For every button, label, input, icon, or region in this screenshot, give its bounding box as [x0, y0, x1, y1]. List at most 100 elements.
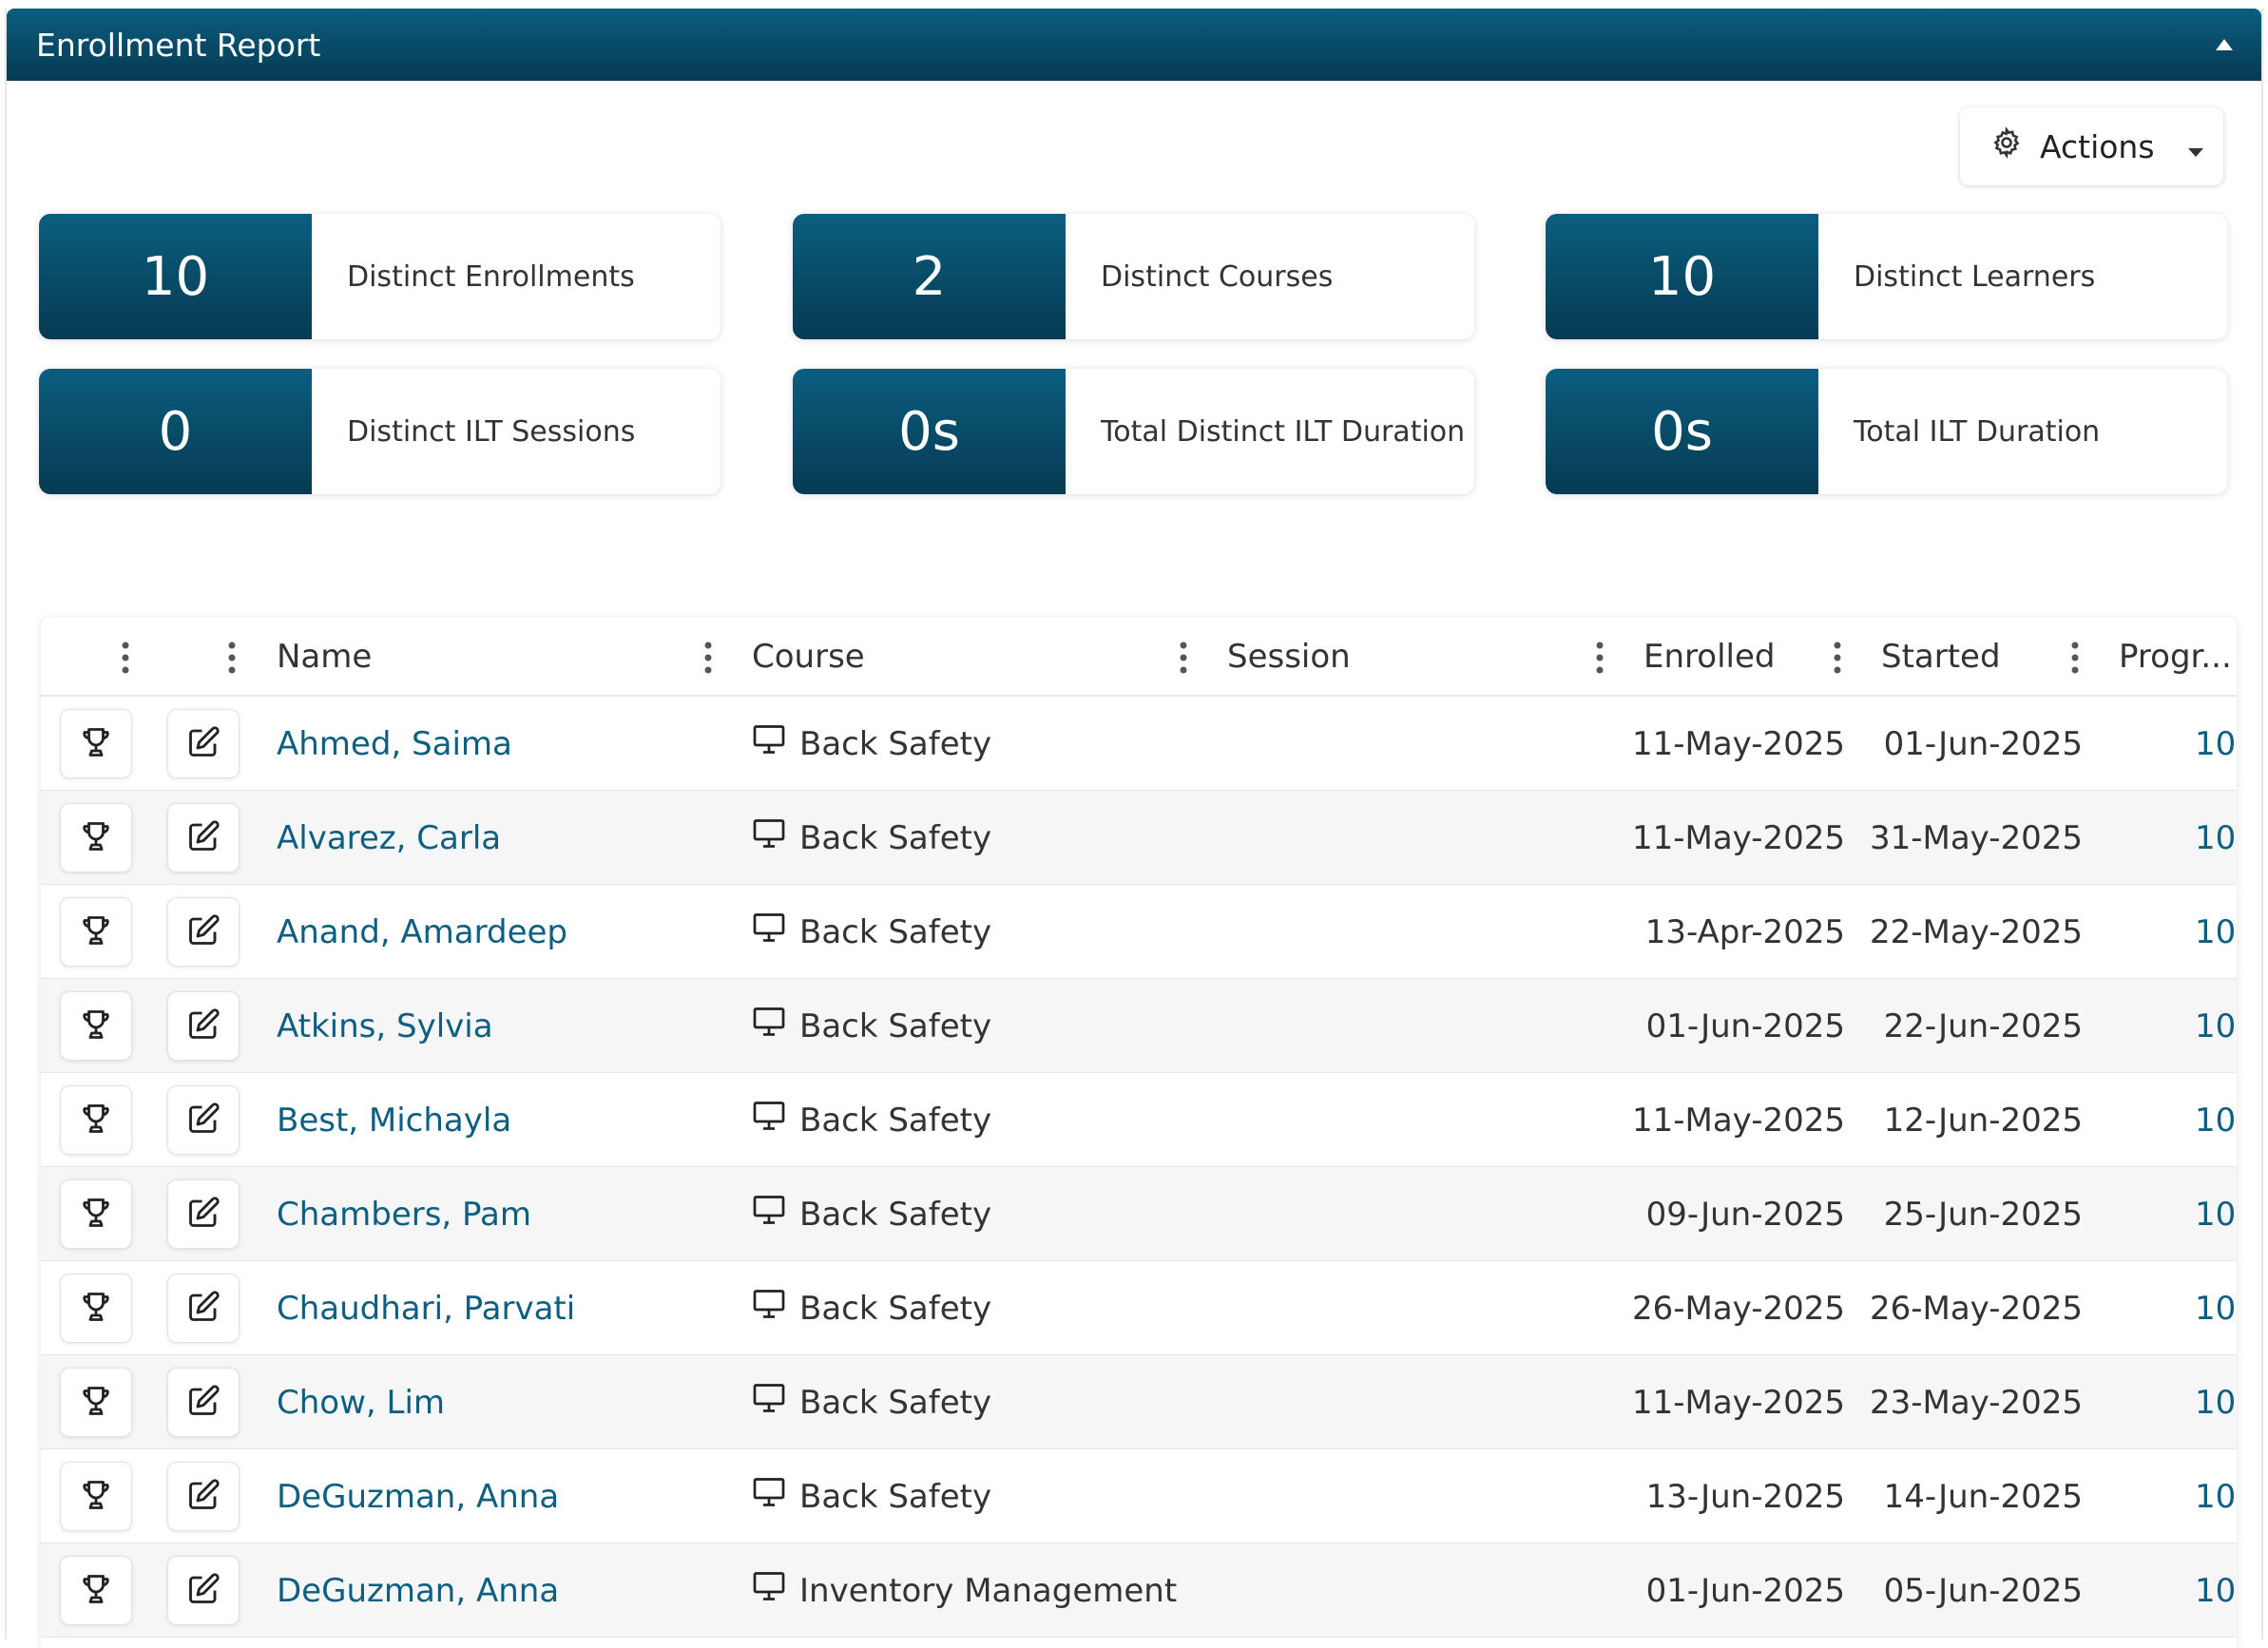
learner-name-link[interactable]: Anand, Amardeep [277, 912, 567, 951]
actions-button[interactable]: Actions [1960, 107, 2223, 185]
course-name: Inventory Management [799, 1571, 1178, 1610]
started-date: 05-Jun-2025 [1883, 1571, 2083, 1610]
started-date: 23-May-2025 [1869, 1383, 2083, 1422]
progress-value[interactable]: 10 [2195, 1289, 2237, 1328]
monitor-icon [752, 911, 786, 952]
certificate-button[interactable] [60, 1368, 132, 1437]
certificate-button[interactable] [60, 1274, 132, 1343]
enrolled-date: 01-Jun-2025 [1645, 1571, 1845, 1610]
certificate-button[interactable] [60, 991, 132, 1061]
learner-name-link[interactable]: Alvarez, Carla [277, 818, 502, 857]
edit-icon [186, 819, 221, 857]
caret-down-icon [2187, 128, 2204, 165]
certificate-button[interactable] [60, 1462, 132, 1531]
table-row: Atkins, Sylvia Back Safety 01-Jun-2025 22-J… [41, 979, 2237, 1073]
certificate-button[interactable] [60, 1556, 132, 1625]
stat-value: 0s [1546, 369, 1818, 494]
stat-value: 10 [1546, 214, 1818, 339]
started-date: 22-May-2025 [1869, 912, 2083, 951]
kebab-vertical-icon[interactable] [2067, 640, 2083, 676]
progress-value[interactable]: 10 [2195, 1383, 2237, 1422]
certificate-button[interactable] [60, 897, 132, 967]
edit-button[interactable] [167, 1274, 240, 1343]
learner-name-link[interactable]: Atkins, Sylvia [277, 1006, 493, 1045]
edit-button[interactable] [167, 897, 240, 967]
enrolled-date: 26-May-2025 [1631, 1289, 1845, 1328]
kebab-vertical-icon[interactable] [1176, 640, 1191, 676]
edit-button[interactable] [167, 991, 240, 1061]
trophy-icon [79, 1478, 113, 1516]
column-header-course[interactable]: Course [752, 638, 865, 676]
started-date: 22-Jun-2025 [1883, 1006, 2083, 1045]
monitor-icon [752, 1476, 786, 1517]
certificate-button[interactable] [60, 803, 132, 872]
panel-title: Enrollment Report [36, 26, 321, 64]
caret-up-icon[interactable] [2210, 30, 2239, 59]
monitor-icon [752, 817, 786, 858]
progress-value[interactable]: 10 [2195, 912, 2237, 951]
edit-button[interactable] [167, 1556, 240, 1625]
progress-value[interactable]: 10 [2195, 1571, 2237, 1610]
table-row: Alvarez, Carla Back Safety 11-May-2025 31-M… [41, 791, 2237, 885]
edit-icon [186, 1102, 221, 1140]
enrollment-report-panel: Enrollment Report Actions 10 Distinct En… [5, 9, 2263, 1648]
edit-button[interactable] [167, 1368, 240, 1437]
column-header-session[interactable]: Session [1227, 638, 1351, 676]
kebab-vertical-icon[interactable] [1830, 640, 1845, 676]
table-row: Chaudhari, Parvati Back Safety 26-May-2025… [41, 1261, 2237, 1355]
monitor-icon [752, 723, 786, 764]
kebab-vertical-icon[interactable] [118, 640, 133, 676]
edit-button[interactable] [167, 803, 240, 872]
progress-value[interactable]: 10 [2195, 1195, 2237, 1234]
table-row: DeGuzman, Anna Back Safety 13-Jun-2025 14-J… [41, 1449, 2237, 1543]
edit-button[interactable] [167, 1085, 240, 1155]
kebab-vertical-icon[interactable] [701, 640, 716, 676]
enrollment-grid: Name Course Session Enrolled Started Pro… [41, 617, 2237, 1648]
stat-label: Distinct Courses [1101, 259, 1334, 294]
edit-icon [186, 1478, 221, 1516]
learner-name-link[interactable]: DeGuzman, Anna [277, 1571, 560, 1610]
certificate-button[interactable] [60, 1179, 132, 1249]
grid-header: Name Course Session Enrolled Started Pro… [41, 617, 2237, 697]
started-date: 12-Jun-2025 [1883, 1101, 2083, 1140]
column-header-name[interactable]: Name [277, 638, 373, 676]
course-name: Back Safety [799, 724, 992, 763]
edit-button[interactable] [167, 1179, 240, 1249]
certificate-button[interactable] [60, 709, 132, 778]
edit-icon [186, 913, 221, 951]
started-date: 01-Jun-2025 [1883, 724, 2083, 763]
edit-button[interactable] [167, 1462, 240, 1531]
progress-value[interactable]: 10 [2195, 1101, 2237, 1140]
table-row: Anand, Amardeep Back Safety 13-Apr-2025 22-… [41, 885, 2237, 979]
kebab-vertical-icon[interactable] [224, 640, 240, 676]
learner-name-link[interactable]: Ahmed, Saima [277, 724, 512, 763]
learner-name-link[interactable]: Chambers, Pam [277, 1195, 531, 1234]
edit-button[interactable] [167, 709, 240, 778]
stat-value: 0 [39, 369, 312, 494]
progress-value[interactable]: 10 [2195, 724, 2237, 763]
column-header-enrolled[interactable]: Enrolled [1643, 638, 1776, 676]
started-date: 14-Jun-2025 [1883, 1477, 2083, 1516]
column-header-started[interactable]: Started [1881, 638, 2001, 676]
progress-value[interactable]: 10 [2195, 818, 2237, 857]
column-header-progress[interactable]: Progr... [2119, 638, 2232, 676]
progress-value[interactable]: 10 [2195, 1477, 2237, 1516]
enrolled-date: 13-Jun-2025 [1645, 1477, 1845, 1516]
stat-label: Distinct ILT Sessions [347, 414, 636, 449]
course-name: Back Safety [799, 912, 992, 951]
edit-icon [186, 1007, 221, 1045]
learner-name-link[interactable]: DeGuzman, Anna [277, 1477, 560, 1516]
trophy-icon [79, 1572, 113, 1610]
edit-icon [186, 1290, 221, 1328]
learner-name-link[interactable]: Chow, Lim [277, 1383, 446, 1422]
enrolled-date: 01-Jun-2025 [1645, 1006, 1845, 1045]
learner-name-link[interactable]: Chaudhari, Parvati [277, 1289, 576, 1328]
stat-card-distinct-courses: 2 Distinct Courses [793, 214, 1474, 339]
stat-label: Distinct Enrollments [347, 259, 635, 294]
progress-value[interactable]: 10 [2195, 1006, 2237, 1045]
stat-label: Total ILT Duration [1854, 414, 2101, 449]
kebab-vertical-icon[interactable] [1592, 640, 1607, 676]
monitor-icon [752, 1288, 786, 1329]
learner-name-link[interactable]: Best, Michayla [277, 1101, 512, 1140]
certificate-button[interactable] [60, 1085, 132, 1155]
